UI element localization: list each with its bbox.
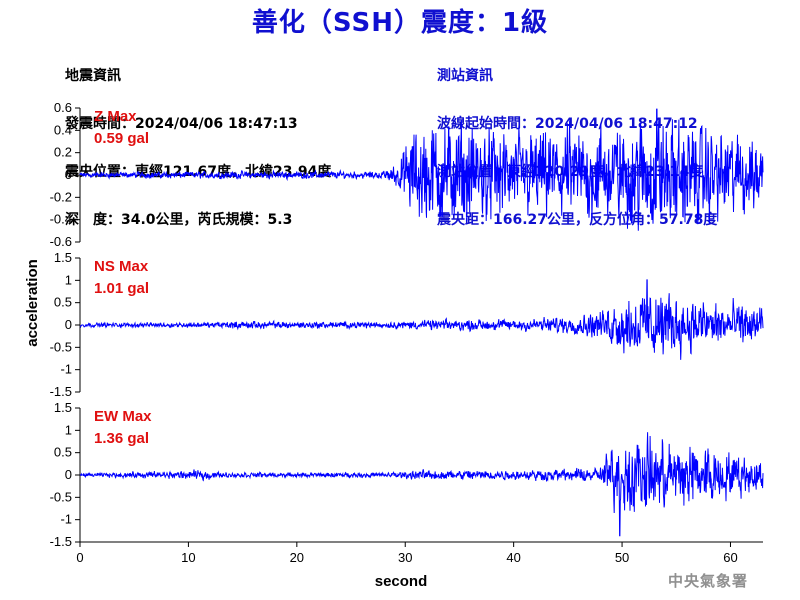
quake-info: 地震資訊 發震時間：2024/04/06 18:47:13 震央位置：東經121… — [65, 36, 331, 244]
y-tick-label-z: 0.6 — [54, 100, 72, 115]
max-label-ns: NS Max — [94, 258, 149, 275]
y-tick-label-ew: -1 — [60, 512, 72, 527]
x-axis-title: second — [375, 573, 428, 590]
max-label-z: Z Max — [94, 108, 137, 125]
y-tick-label-ew: -1.5 — [50, 534, 72, 549]
agency-watermark: 中央氣象署 — [668, 572, 748, 590]
y-tick-label-ns: -1 — [60, 362, 72, 377]
y-tick-label-ew: 1.5 — [54, 400, 72, 415]
y-tick-label-ns: 0.5 — [54, 295, 72, 310]
station-info: 測站資訊 波線起始時間：2024/04/06 18:47:12 測站位置：東經1… — [437, 36, 717, 244]
page-title: 善化（SSH）震度：1級 — [251, 8, 549, 38]
quake-origin-time: 發震時間：2024/04/06 18:47:13 — [65, 116, 298, 132]
x-tick-label: 40 — [506, 550, 520, 565]
x-tick-label: 10 — [181, 550, 195, 565]
y-tick-label-ns: 0 — [65, 317, 72, 332]
y-tick-label-ew: -0.5 — [50, 489, 72, 504]
quake-depth-magnitude: 深 度：34.0公里，芮氏規模：5.3 — [65, 212, 293, 228]
y-tick-label-ew: 0 — [65, 467, 72, 482]
y-tick-label-z: 0 — [65, 167, 72, 182]
x-tick-label: 50 — [615, 550, 629, 565]
x-tick-label: 0 — [76, 550, 83, 565]
trace-z — [79, 108, 764, 231]
y-tick-label-ns: 1 — [65, 272, 72, 287]
trace-ns — [79, 279, 764, 360]
max-value-z: 0.59 gal — [94, 130, 149, 147]
station-info-heading: 測站資訊 — [437, 68, 493, 84]
x-tick-label: 30 — [398, 550, 412, 565]
quake-info-heading: 地震資訊 — [65, 68, 121, 84]
x-tick-label: 60 — [723, 550, 737, 565]
y-tick-label-z: -0.4 — [50, 212, 72, 227]
y-tick-label-z: 0.4 — [54, 122, 72, 137]
y-axis-title: acceleration — [24, 259, 41, 347]
max-value-ew: 1.36 gal — [94, 430, 149, 447]
station-arrival-time: 波線起始時間：2024/04/06 18:47:12 — [437, 116, 698, 132]
y-tick-label-ns: 1.5 — [54, 250, 72, 265]
station-distance: 震央距：166.27公里，反方位角：57.78度 — [437, 212, 718, 228]
y-tick-label-ew: 0.5 — [54, 445, 72, 460]
trace-ew — [79, 432, 764, 537]
y-tick-label-z: 0.2 — [54, 145, 72, 160]
max-value-ns: 1.01 gal — [94, 280, 149, 297]
x-tick-label: 20 — [290, 550, 304, 565]
y-tick-label-ns: -0.5 — [50, 339, 72, 354]
y-tick-label-ns: -1.5 — [50, 384, 72, 399]
y-tick-label-ew: 1 — [65, 422, 72, 437]
max-label-ew: EW Max — [94, 408, 152, 425]
y-tick-label-z: -0.6 — [50, 234, 72, 249]
y-tick-label-z: -0.2 — [50, 189, 72, 204]
